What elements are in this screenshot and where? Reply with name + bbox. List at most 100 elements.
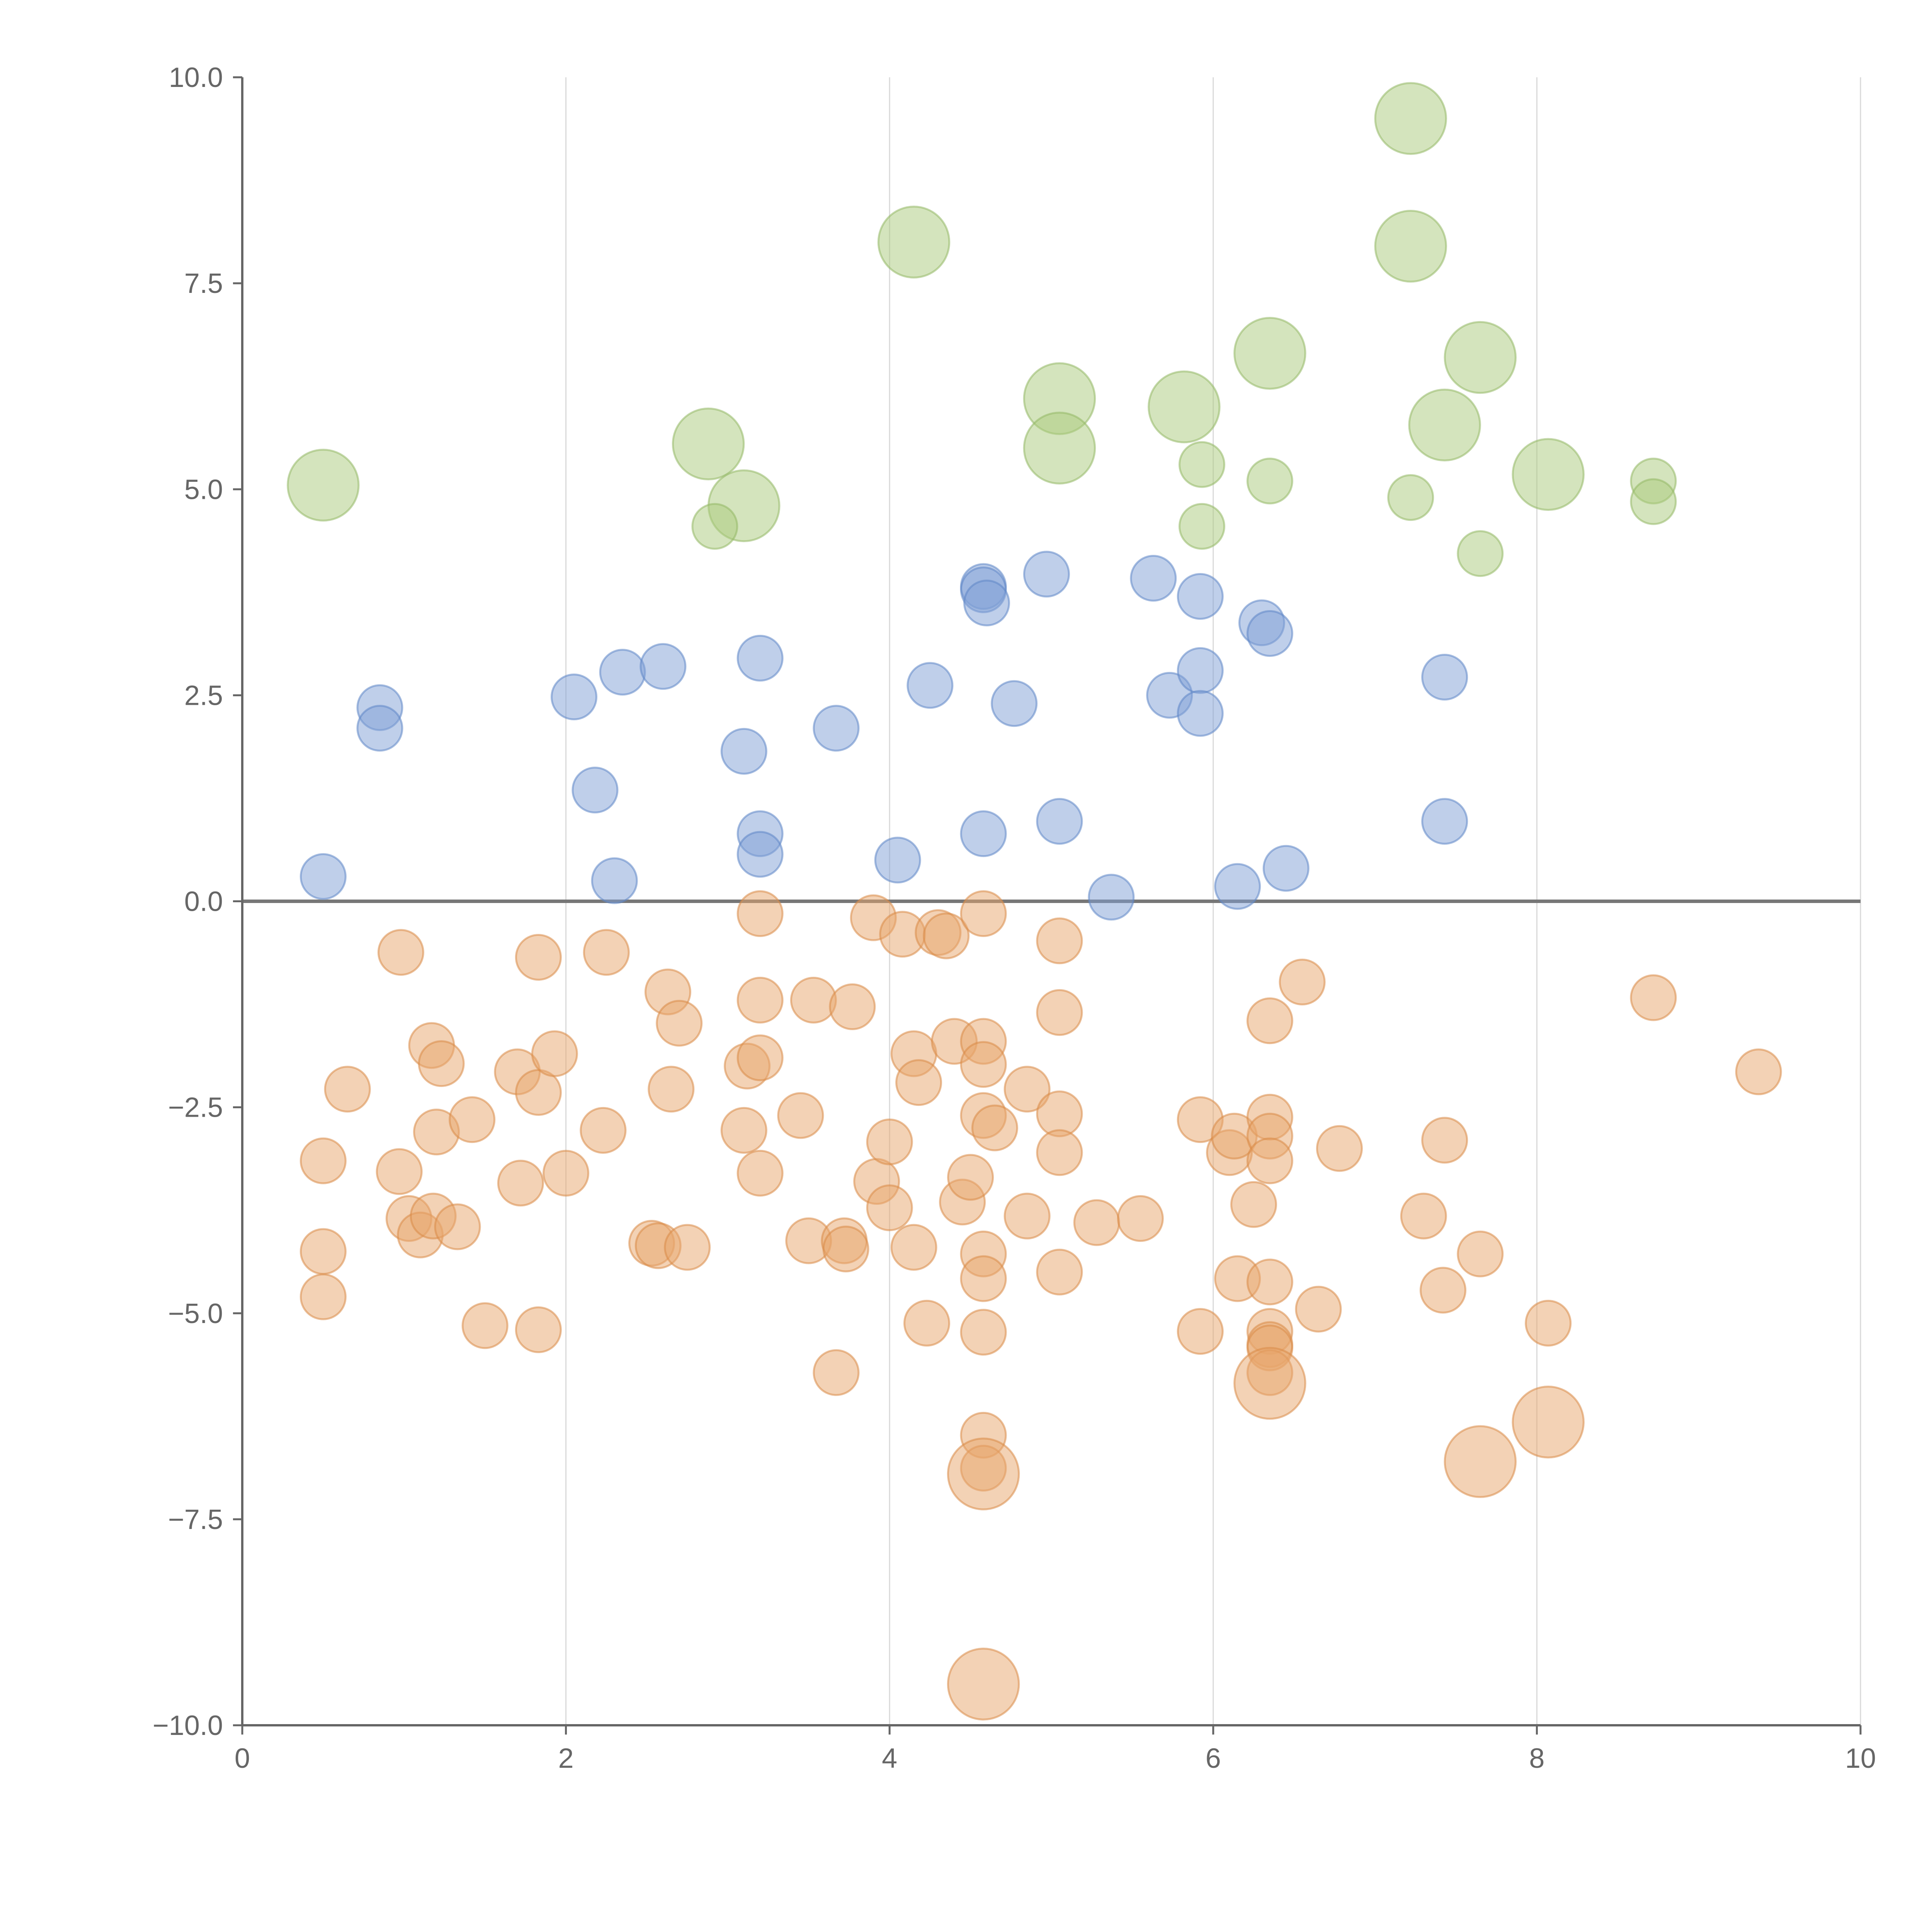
blue-bubble-2[interactable] [356,705,403,752]
orange-bubble-96[interactable] [1316,1125,1363,1172]
orange-bubble-63[interactable] [960,1309,1007,1356]
blue-bubble-19[interactable] [991,680,1038,727]
orange-bubble-69[interactable] [1003,1066,1051,1113]
blue-bubble-6[interactable] [599,649,646,696]
blue-bubble-13[interactable] [874,837,921,884]
orange-bubble-16[interactable] [497,1160,544,1207]
orange-bubble-56[interactable] [947,1154,994,1201]
orange-bubble-19[interactable] [515,1306,562,1353]
orange-bubble-79[interactable] [1177,1308,1224,1355]
blue-bubble-31[interactable] [1262,845,1310,892]
orange-bubble-93[interactable] [1233,1347,1306,1420]
orange-bubble-29[interactable] [664,1224,711,1271]
green-bubble-12[interactable] [1374,82,1447,155]
green-bubble-1[interactable] [672,407,745,481]
orange-bubble-70[interactable] [1003,1192,1051,1240]
orange-bubble-49[interactable] [890,1224,937,1271]
blue-bubble-9[interactable] [736,634,784,682]
orange-bubble-95[interactable] [1295,1286,1342,1333]
orange-bubble-13[interactable] [449,1096,496,1143]
orange-bubble-46[interactable] [866,1184,913,1231]
orange-bubble-94[interactable] [1279,958,1326,1005]
orange-bubble-42[interactable] [829,983,876,1030]
orange-bubble-5[interactable] [377,929,424,976]
green-bubble-20[interactable] [1630,478,1677,525]
orange-bubble-72[interactable] [1036,989,1083,1036]
orange-bubble-99[interactable] [1421,1117,1468,1164]
orange-bubble-27[interactable] [648,1066,695,1113]
blue-bubble-11[interactable] [736,831,784,878]
orange-bubble-14[interactable] [461,1302,509,1349]
orange-bubble-17[interactable] [515,934,562,981]
green-bubble-17[interactable] [1457,530,1504,577]
blue-bubble-8[interactable] [720,728,767,775]
orange-bubble-74[interactable] [1036,1129,1083,1176]
orange-bubble-51[interactable] [903,1299,951,1347]
orange-bubble-57[interactable] [960,890,1007,937]
orange-bubble-22[interactable] [580,1107,627,1154]
orange-bubble-20[interactable] [531,1030,578,1077]
orange-bubble-104[interactable] [1630,974,1677,1021]
blue-bubble-3[interactable] [551,673,598,721]
orange-bubble-71[interactable] [1036,917,1083,964]
blue-bubble-21[interactable] [1036,798,1083,845]
orange-bubble-12[interactable] [434,1203,481,1250]
orange-bubble-0[interactable] [299,1137,347,1184]
orange-bubble-28[interactable] [656,1000,703,1047]
orange-bubble-33[interactable] [736,976,784,1024]
orange-bubble-32[interactable] [736,890,784,937]
green-bubble-15[interactable] [1408,388,1481,462]
orange-bubble-39[interactable] [813,1349,860,1396]
orange-bubble-35[interactable] [736,1150,784,1197]
orange-bubble-30[interactable] [720,1107,767,1154]
orange-bubble-67[interactable] [947,1648,1020,1721]
orange-bubble-3[interactable] [324,1066,371,1113]
orange-bubble-77[interactable] [1117,1195,1164,1242]
orange-bubble-34[interactable] [736,1034,784,1082]
green-bubble-9[interactable] [1178,503,1225,550]
orange-bubble-2[interactable] [299,1273,347,1320]
blue-bubble-26[interactable] [1177,647,1224,694]
blue-bubble-12[interactable] [813,705,860,752]
green-bubble-18[interactable] [1512,438,1585,511]
orange-bubble-98[interactable] [1419,1267,1466,1314]
blue-bubble-5[interactable] [591,857,638,904]
blue-bubble-30[interactable] [1246,610,1293,657]
orange-bubble-103[interactable] [1512,1386,1585,1459]
green-bubble-6[interactable] [1023,412,1096,485]
orange-bubble-23[interactable] [583,929,630,976]
orange-bubble-38[interactable] [790,976,837,1024]
blue-bubble-7[interactable] [639,643,687,690]
blue-bubble-20[interactable] [1023,551,1070,598]
orange-bubble-21[interactable] [543,1150,590,1197]
green-bubble-3[interactable] [691,503,738,550]
orange-bubble-76[interactable] [1073,1199,1120,1246]
orange-bubble-88[interactable] [1246,1259,1293,1306]
blue-bubble-27[interactable] [1177,690,1224,737]
orange-bubble-36[interactable] [777,1092,824,1139]
green-bubble-10[interactable] [1233,317,1306,390]
orange-bubble-50[interactable] [895,1059,942,1106]
orange-bubble-84[interactable] [1246,997,1293,1044]
green-bubble-7[interactable] [1148,370,1221,444]
green-bubble-13[interactable] [1374,209,1447,283]
orange-bubble-45[interactable] [866,1118,913,1165]
orange-bubble-83[interactable] [1230,1181,1277,1228]
blue-bubble-33[interactable] [1421,798,1468,845]
green-bubble-4[interactable] [877,206,951,279]
orange-bubble-75[interactable] [1036,1248,1083,1296]
orange-bubble-87[interactable] [1246,1137,1293,1184]
green-bubble-0[interactable] [287,449,360,522]
orange-bubble-62[interactable] [960,1255,1007,1302]
blue-bubble-17[interactable] [963,580,1010,627]
blue-bubble-23[interactable] [1130,555,1177,602]
orange-bubble-4[interactable] [376,1148,423,1195]
orange-bubble-100[interactable] [1457,1230,1504,1277]
orange-bubble-68[interactable] [971,1104,1018,1151]
orange-bubble-1[interactable] [299,1228,347,1275]
orange-bubble-11[interactable] [418,1040,465,1087]
green-bubble-14[interactable] [1387,474,1434,521]
green-bubble-8[interactable] [1178,441,1225,488]
orange-bubble-59[interactable] [960,1041,1007,1088]
blue-bubble-14[interactable] [906,662,954,709]
